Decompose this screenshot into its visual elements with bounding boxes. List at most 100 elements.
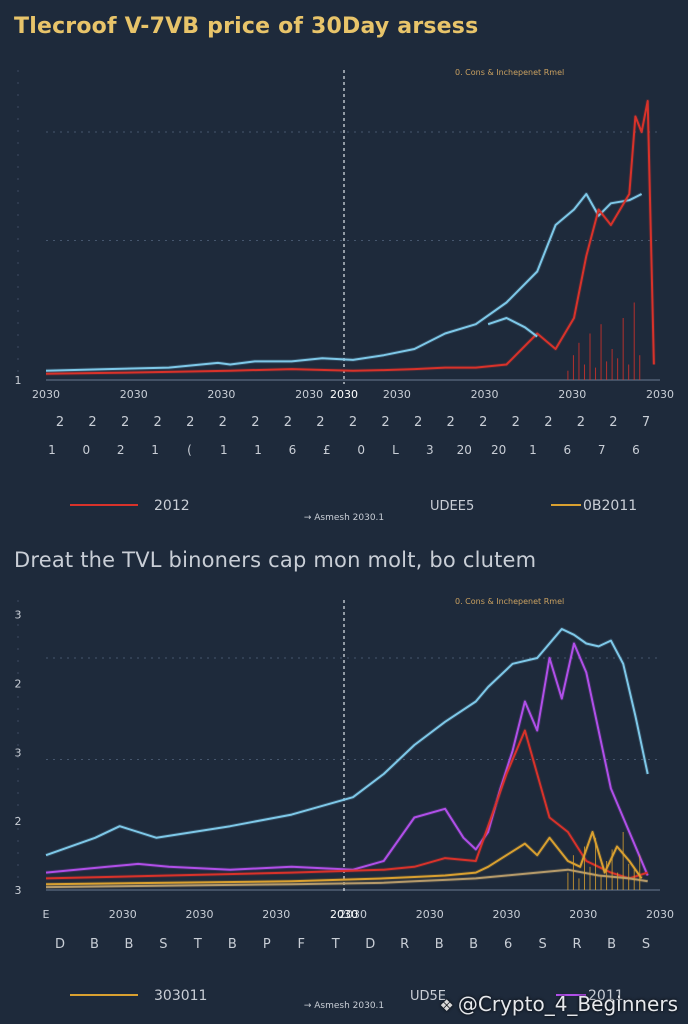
- x-subtick-label: S: [538, 937, 546, 952]
- x-tick-label: 2030: [558, 388, 586, 401]
- x-row3-label: £: [323, 443, 331, 457]
- x-subtick-label: 2: [544, 415, 552, 430]
- x-subtick-label: B: [607, 937, 616, 952]
- x-subtick-label: 2: [414, 415, 422, 430]
- x-tick-label: 2030: [339, 908, 367, 921]
- series-line-tan: [45, 868, 648, 889]
- series-line-blue: [45, 193, 643, 372]
- legend-label: UDEE5: [430, 499, 474, 514]
- x-tick-label: 2030: [646, 908, 674, 921]
- x-subtick-label: R: [573, 937, 582, 952]
- x-subtick-label: 2: [479, 415, 487, 430]
- x-row3-label: 6: [563, 443, 571, 457]
- x-subtick-label: D: [365, 937, 375, 952]
- x-subtick-label: 2: [154, 415, 162, 430]
- legend-label: 0B2011: [583, 498, 637, 514]
- x-subtick-label: 2: [447, 415, 455, 430]
- x-subtick-label: D: [55, 937, 65, 952]
- x-subtick-label: S: [642, 937, 650, 952]
- x-subtick-label: 2: [88, 415, 96, 430]
- x-row3-label: 6: [632, 443, 640, 457]
- y-tick-label: 3: [15, 746, 22, 759]
- x-tick-label: 2030: [295, 388, 323, 401]
- x-subtick-label: 2: [577, 415, 585, 430]
- x-subtick-label: 2: [186, 415, 194, 430]
- x-row3-label: (: [187, 443, 192, 457]
- x-tick-label: 2030: [120, 388, 148, 401]
- x-subtick-label: 2: [381, 415, 389, 430]
- x-tick-label: 2030: [32, 388, 60, 401]
- chart-title-top: Tlecroof V-7VB price of 30Day arsess: [14, 14, 479, 39]
- x-tick-label: 2030: [207, 388, 235, 401]
- x-subtick-label: B: [228, 937, 237, 952]
- marker-label: 2030: [330, 908, 358, 921]
- x-subtick-label: 2: [56, 415, 64, 430]
- series-line-purple: [45, 642, 649, 876]
- x-row3-label: 20: [491, 443, 506, 457]
- x-subtick-label: 2: [316, 415, 324, 430]
- chart-title-bottom: Dreat the TVL binoners cap mon molt, bo …: [14, 548, 537, 572]
- x-tick-label: 2030: [186, 908, 214, 921]
- x-tick-label: 2030: [646, 388, 674, 401]
- series-glow-red: [45, 728, 649, 881]
- x-subtick-label: S: [159, 937, 167, 952]
- x-subtick-label: T: [193, 937, 202, 952]
- x-subtick-label: 2: [512, 415, 520, 430]
- x-row3-label: 1: [254, 443, 262, 457]
- watermark: ❖ @Crypto_4_Beginners: [440, 992, 678, 1016]
- x-subtick-label: B: [435, 937, 444, 952]
- x-subtick-label: 2: [121, 415, 129, 430]
- x-row3-label: L: [392, 443, 399, 457]
- y-tick-label: 2: [15, 815, 22, 828]
- binance-diamond-icon: ❖: [439, 996, 454, 1015]
- x-row3-label: 0: [83, 443, 91, 457]
- watermark-text: @Crypto_4_Beginners: [457, 992, 678, 1016]
- x-row3-label: 1: [151, 443, 159, 457]
- y-tick-label: 1: [15, 374, 22, 387]
- x-row3-label: 6: [289, 443, 297, 457]
- x-subtick-label: B: [90, 937, 99, 952]
- x-tick-label: 2030: [383, 388, 411, 401]
- legend-note-top: 0. Cons & Inchepenet Rmel: [455, 68, 564, 77]
- y-tick-label: 3: [15, 884, 22, 897]
- x-row3-label: 0: [357, 443, 365, 457]
- legend-label: 2011: [588, 988, 624, 1004]
- x-subtick-label: T: [331, 937, 340, 952]
- x-tick-label: 2030: [471, 388, 499, 401]
- x-subtick-label: 2: [349, 415, 357, 430]
- x-subtick-label: 6: [504, 937, 512, 952]
- x-subtick-label: B: [469, 937, 478, 952]
- x-subtick-label: 2: [251, 415, 259, 430]
- x-row3-label: 3: [426, 443, 434, 457]
- legend-label: UD5E: [410, 989, 446, 1004]
- x-tick-label: 2030: [416, 908, 444, 921]
- x-row3-label: 2: [117, 443, 125, 457]
- x-tick-label: 2030: [493, 908, 521, 921]
- legend-label: 2012: [154, 498, 190, 514]
- x-row3-label: 1: [48, 443, 56, 457]
- series-line-red: [45, 100, 655, 375]
- x-subtick-label: F: [298, 937, 305, 952]
- legend-note-top: 0. Cons & Inchepenet Rmel: [455, 597, 564, 606]
- x-subtick-label: R: [400, 937, 409, 952]
- x-subtick-label: 7: [642, 415, 650, 430]
- x-tick-label: E: [43, 908, 50, 921]
- x-subtick-label: B: [124, 937, 133, 952]
- x-subtick-label: 2: [609, 415, 617, 430]
- axis-note: → Asmesh 2030.1: [304, 513, 384, 523]
- x-subtick-label: 2: [284, 415, 292, 430]
- series-glow-red: [45, 99, 656, 376]
- series-line-blue: [45, 628, 649, 857]
- series-line-blue-secondary: [487, 317, 538, 338]
- legend-label: 303011: [154, 988, 207, 1004]
- series-line-red: [45, 729, 649, 880]
- x-row3-label: 1: [529, 443, 537, 457]
- axis-note: → Asmesh 2030.1: [304, 1001, 384, 1011]
- x-tick-label: 2030: [262, 908, 290, 921]
- y-tick-label: 2: [15, 677, 22, 690]
- series-line-orange: [45, 831, 643, 886]
- x-row3-label: 20: [457, 443, 472, 457]
- x-row3-label: 7: [598, 443, 606, 457]
- x-row3-label: 1: [220, 443, 228, 457]
